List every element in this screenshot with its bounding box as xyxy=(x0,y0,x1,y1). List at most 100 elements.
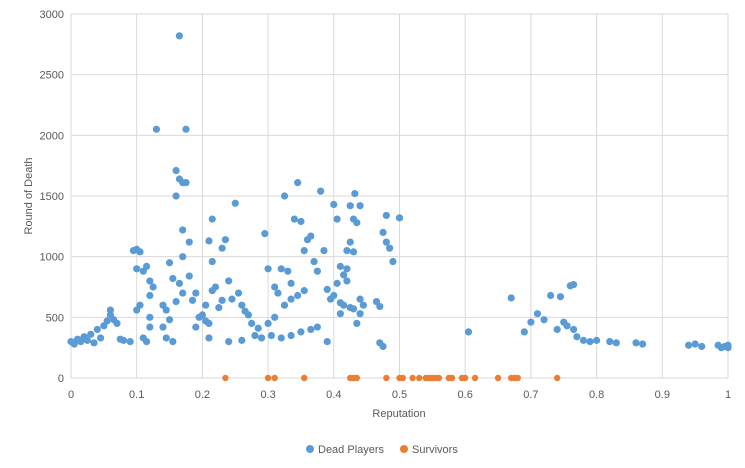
data-point xyxy=(570,280,578,289)
data-point xyxy=(416,374,423,382)
data-point xyxy=(297,328,305,336)
data-point xyxy=(287,331,295,340)
legend: Dead Players Survivors xyxy=(306,444,458,456)
data-point xyxy=(586,338,594,346)
x-tick-label: 0.3 xyxy=(260,389,275,401)
data-point xyxy=(382,211,390,220)
data-point xyxy=(330,291,338,300)
data-point xyxy=(218,296,226,304)
data-point xyxy=(142,338,151,346)
legend-marker-survivors xyxy=(400,445,408,453)
data-point xyxy=(514,374,521,382)
data-point xyxy=(179,253,187,261)
data-point xyxy=(103,317,111,325)
data-point xyxy=(464,328,473,336)
data-point xyxy=(399,374,406,382)
x-axis-ticks: 0 0.1 0.2 0.3 0.4 0.5 0.6 0.7 0.8 0.9 1 xyxy=(68,389,731,401)
data-point xyxy=(208,257,216,266)
y-tick-label: 500 xyxy=(46,312,64,324)
x-tick-label: 0 xyxy=(68,389,74,401)
data-point xyxy=(146,323,154,331)
data-point xyxy=(274,289,282,297)
data-point xyxy=(320,247,328,255)
data-point xyxy=(593,336,601,344)
data-point xyxy=(638,340,647,348)
data-point xyxy=(182,125,190,133)
data-point xyxy=(351,189,359,198)
data-point xyxy=(208,215,216,223)
series-dead-players xyxy=(67,32,732,352)
data-point xyxy=(346,202,354,210)
data-point xyxy=(294,179,302,187)
data-point xyxy=(267,331,275,340)
data-point xyxy=(330,200,338,209)
data-point xyxy=(336,262,344,270)
data-points xyxy=(67,32,732,382)
data-point xyxy=(323,285,331,294)
data-point xyxy=(356,202,364,210)
data-point xyxy=(228,295,236,303)
data-point xyxy=(271,374,278,382)
data-point xyxy=(359,301,367,309)
data-point xyxy=(136,301,144,309)
data-point xyxy=(547,291,555,300)
data-point xyxy=(188,296,197,304)
data-point xyxy=(353,374,360,382)
data-point xyxy=(149,283,157,291)
data-point xyxy=(346,238,354,246)
data-point xyxy=(136,248,144,256)
y-tick-label: 2500 xyxy=(40,70,64,82)
series-survivors xyxy=(222,374,561,382)
x-axis-title: Reputation xyxy=(372,408,425,420)
data-point xyxy=(343,277,351,285)
y-axis-title: Round of Death xyxy=(23,157,35,234)
data-point xyxy=(96,334,105,342)
data-point xyxy=(264,265,272,273)
data-point xyxy=(520,328,528,336)
data-point xyxy=(556,293,565,301)
data-point xyxy=(93,325,101,334)
data-point xyxy=(333,215,341,223)
data-point xyxy=(185,238,193,246)
data-point xyxy=(162,334,170,342)
data-point xyxy=(146,313,154,321)
data-point xyxy=(632,339,640,347)
y-tick-label: 2000 xyxy=(40,130,64,142)
data-point xyxy=(343,247,351,255)
data-point xyxy=(165,316,174,324)
data-point xyxy=(540,316,548,324)
data-point xyxy=(323,338,331,346)
data-point xyxy=(310,257,318,266)
x-tick-label: 0.1 xyxy=(129,389,144,401)
data-point xyxy=(179,289,187,297)
data-point xyxy=(172,297,180,306)
data-point xyxy=(83,336,92,344)
data-point xyxy=(271,283,279,291)
data-point xyxy=(90,339,98,347)
data-point xyxy=(301,374,308,382)
data-point xyxy=(238,301,246,309)
x-tick-label: 1 xyxy=(725,389,731,401)
data-point xyxy=(172,166,180,175)
data-point xyxy=(225,338,233,346)
data-point xyxy=(205,334,213,342)
data-point xyxy=(606,338,614,346)
data-point xyxy=(612,339,620,347)
data-point xyxy=(215,304,223,312)
data-point xyxy=(277,334,285,342)
data-point xyxy=(389,257,397,266)
data-point xyxy=(280,301,289,309)
data-point xyxy=(185,272,193,280)
data-point xyxy=(198,311,206,319)
data-point xyxy=(192,323,200,331)
data-point xyxy=(287,279,295,287)
data-point xyxy=(527,318,535,326)
data-point xyxy=(317,187,325,195)
data-point xyxy=(494,374,502,382)
y-tick-label: 0 xyxy=(58,373,64,385)
data-point xyxy=(553,374,561,382)
data-point xyxy=(435,374,443,382)
data-point xyxy=(175,32,184,40)
data-point xyxy=(533,310,542,318)
data-point xyxy=(208,287,216,295)
